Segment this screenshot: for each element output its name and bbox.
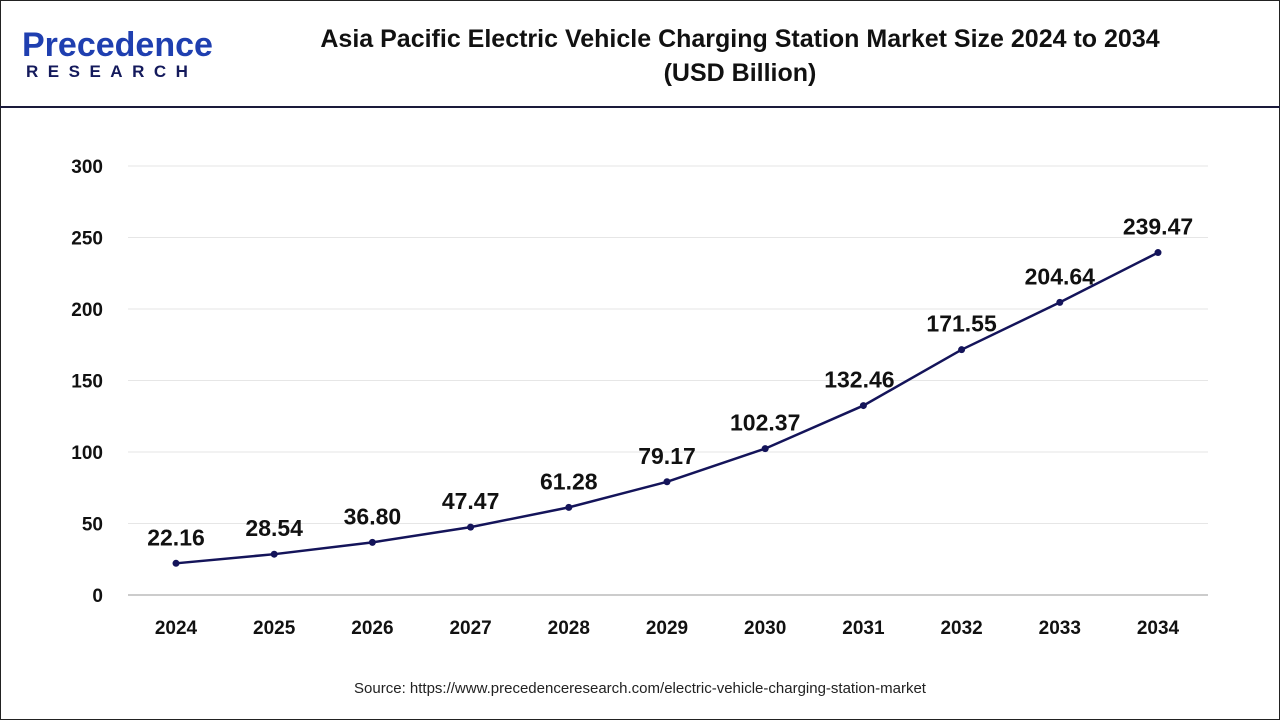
data-label: 28.54 — [245, 515, 303, 541]
header: Precedence RESEARCH Asia Pacific Electri… — [0, 0, 1280, 108]
data-point — [958, 346, 966, 354]
data-point — [663, 478, 671, 486]
logo-text-bottom: RESEARCH — [26, 62, 198, 81]
data-point — [467, 523, 475, 531]
x-tick-label: 2028 — [548, 618, 590, 639]
y-tick-label: 0 — [92, 586, 103, 607]
data-point — [172, 559, 180, 567]
x-tick-label: 2026 — [351, 618, 393, 639]
data-point — [270, 550, 278, 558]
y-tick-label: 200 — [71, 300, 103, 321]
x-tick-label: 2027 — [449, 618, 491, 639]
x-tick-label: 2032 — [940, 618, 982, 639]
data-point — [368, 538, 376, 546]
y-tick-label: 50 — [82, 515, 103, 536]
x-tick-label: 2030 — [744, 618, 786, 639]
x-tick-label: 2033 — [1039, 618, 1081, 639]
y-tick-label: 150 — [71, 372, 103, 393]
data-label: 204.64 — [1025, 263, 1096, 289]
logo-text-top: Precedence — [22, 26, 213, 64]
data-label: 22.16 — [147, 524, 205, 550]
x-tick-label: 2034 — [1137, 618, 1180, 639]
y-tick-label: 100 — [71, 443, 103, 464]
y-tick-label: 250 — [71, 229, 103, 250]
data-label: 36.80 — [344, 503, 402, 529]
data-label: 79.17 — [638, 443, 696, 469]
data-point — [1056, 298, 1064, 306]
data-point — [1154, 249, 1162, 257]
x-tick-label: 2029 — [646, 618, 688, 639]
series-line — [175, 251, 1159, 565]
precedence-research-logo: Precedence RESEARCH — [22, 28, 213, 82]
chart-title: Asia Pacific Electric Vehicle Charging S… — [290, 22, 1190, 90]
x-tick-label: 2031 — [842, 618, 885, 639]
data-point — [761, 445, 769, 453]
data-point — [859, 402, 867, 410]
x-tick-label: 2024 — [155, 618, 198, 639]
title-line-2: (USD Billion) — [663, 59, 817, 87]
data-label: 132.46 — [824, 367, 894, 393]
source-text: Source: https://www.precedenceresearch.c… — [354, 680, 926, 697]
title-line-1: Asia Pacific Electric Vehicle Charging S… — [320, 25, 1160, 53]
data-label: 171.55 — [926, 311, 997, 337]
data-label: 239.47 — [1123, 214, 1193, 240]
y-tick-label: 300 — [71, 157, 103, 178]
data-point — [565, 503, 573, 511]
data-label: 47.47 — [442, 488, 500, 514]
data-label: 102.37 — [730, 410, 800, 436]
data-label: 61.28 — [540, 468, 598, 494]
x-tick-label: 2025 — [253, 618, 296, 639]
